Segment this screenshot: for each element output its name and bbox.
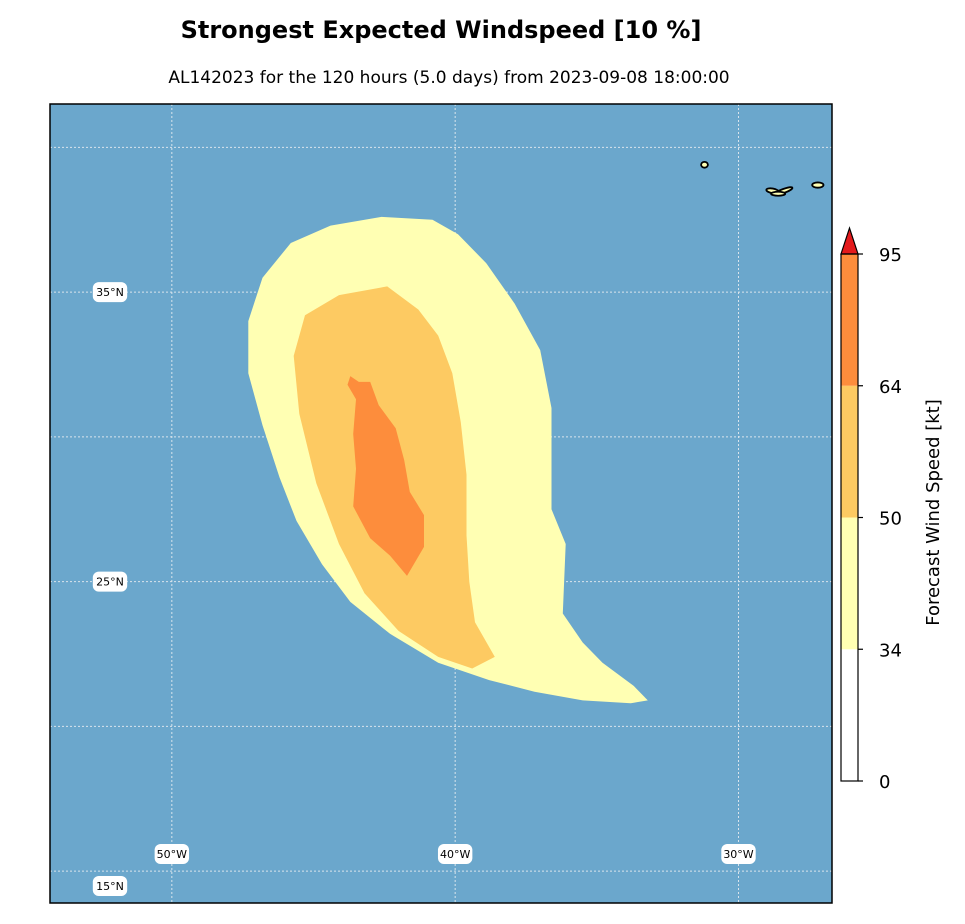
lat-label: 35°N [92,282,128,303]
lon-label: 50°W [154,844,190,864]
wind-swath [248,216,648,704]
colorbar-segment [841,385,858,518]
lon-label-text: 50°W [157,848,187,861]
chart-subtitle: AL142023 for the 120 hours (5.0 days) fr… [168,68,730,88]
island-outline [700,160,709,169]
lat-label: 25°N [92,571,128,592]
lat-label-text: 35°N [96,286,124,299]
lon-label-text: 40°W [440,848,470,861]
lon-label-box [154,844,190,864]
islands [700,160,825,197]
colorbar-segment [841,254,858,386]
colorbar-segment [841,517,858,650]
lon-label-box [437,844,473,864]
contour-64-95-kt [347,376,424,576]
colorbar-tick-label: 95 [879,245,902,266]
map-frame [49,103,833,904]
chart-title: Strongest Expected Windspeed [10 %] [180,16,702,44]
lat-label-box [92,282,128,303]
graticule-labels: 50°W 40°W 30°W 35°N 25°N 15°N [92,282,756,896]
colorbar-tick-label: 0 [879,772,890,793]
lat-label-text: 25°N [96,576,124,589]
lon-label: 40°W [437,844,473,864]
colorbar-segment [841,649,858,781]
colorbar: 0 34 50 64 95 Forecast Wind Speed [kt] [840,226,944,793]
island-outline [770,190,787,197]
lat-label: 15°N [92,876,128,896]
colorbar-extend-arrow [840,226,859,255]
island-outline [811,181,825,189]
lon-label: 30°W [721,844,756,864]
lon-label-box [721,844,756,864]
lon-label-text: 30°W [723,848,753,861]
colorbar-label: Forecast Wind Speed [kt] [923,399,944,626]
lat-label-box [92,571,128,592]
lat-label-text: 15°N [96,880,124,893]
colorbar-tick-label: 50 [879,509,902,530]
lat-label-box [92,876,128,896]
colorbar-tick-label: 64 [879,377,902,398]
colorbar-tick-label: 34 [879,640,902,661]
